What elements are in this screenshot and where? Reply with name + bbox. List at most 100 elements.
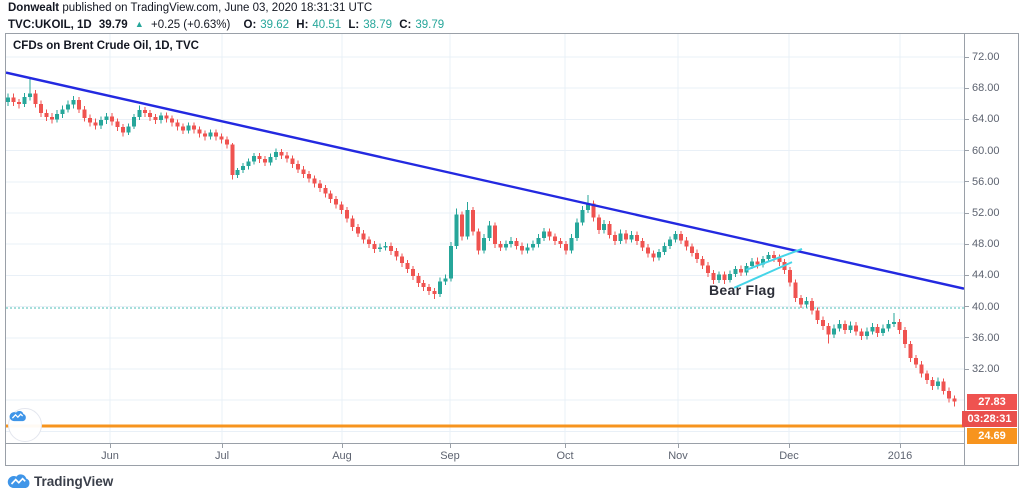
close-label: C: [399,19,412,31]
candle [323,188,328,194]
candle [941,381,946,391]
plot-svg [6,34,964,443]
last-price-badge: 27.83 [967,393,1017,410]
candle [673,234,678,240]
candle [553,236,557,242]
candle [27,93,32,97]
candle [268,156,273,163]
footer: TradingView [0,466,1024,497]
close-value: 39.79 [415,19,445,31]
candle [6,97,10,103]
candle [290,158,295,164]
candle [602,223,607,231]
candle [465,209,470,237]
price-tick-label: 44.00 [965,268,1018,282]
candle [771,255,776,259]
candle [246,161,251,167]
candle [804,301,809,305]
price-chart[interactable]: CFDs on Brent Crude Oil, 1D, TVC Bear Fl… [6,34,964,443]
low-value: 38.79 [363,19,393,31]
candle [503,244,508,248]
candle [394,251,399,257]
time-tick-mark [110,444,111,448]
candle [580,209,585,223]
candle [563,244,568,251]
up-arrow-icon: ▲ [134,19,144,29]
candle [279,152,284,156]
time-axis-label: Jul [214,450,230,462]
candle [700,259,705,266]
open-value: 39.62 [260,19,290,31]
tradingview-brand[interactable]: TradingView [34,474,114,489]
candle [547,231,552,237]
candle [241,166,246,171]
candle [159,115,164,121]
candle [219,136,224,140]
time-axis[interactable]: Jun Jul Aug Sep Oct Nov Dec 2016 [6,443,1018,465]
candle [574,222,579,238]
candle [252,156,257,162]
candle [897,322,902,330]
candle [777,258,782,263]
candle [153,117,158,121]
alert-price-badge: 24.69 [967,428,1017,445]
tradingview-logo-icon [9,410,26,422]
low-label: L: [348,19,360,31]
candle [476,231,481,251]
candle [859,331,864,337]
candle [662,245,667,252]
tradingview-logo-icon[interactable] [7,472,31,494]
candle [181,126,186,131]
candle [334,198,339,205]
time-axis-label: Nov [668,450,688,462]
symbol-line: TVC:UKOIL, 1D 39.79 ▲ +0.25 (+0.63%) O: 3… [8,17,448,33]
publish-header: Donwealt published on TradingView.com, J… [8,1,448,33]
publish-line: Donwealt published on TradingView.com, J… [8,1,448,16]
candle [695,252,700,260]
candle [301,169,306,174]
candle [175,122,180,127]
candle [930,379,935,387]
candle [82,109,87,118]
candle [295,163,300,170]
candle [788,269,793,283]
candle [137,110,142,118]
bear-flag-annotation[interactable]: Bear Flag [709,282,776,298]
candle [49,117,54,120]
candle [656,252,661,258]
candle [542,231,547,238]
candle [367,239,372,245]
candle [733,269,738,274]
candle [191,125,196,130]
time-axis-label: Aug [332,450,352,462]
candle [722,274,727,281]
candle [131,117,136,127]
candle [284,155,289,159]
candle [826,326,831,335]
candle [908,344,913,359]
candle [257,156,262,160]
price-tick-label: 48.00 [965,237,1018,251]
candle [645,247,650,254]
open-label: O: [243,19,257,31]
candle [388,245,393,252]
high-value: 40.51 [312,19,342,31]
time-tick-mark [450,444,451,448]
candle [470,209,475,232]
price-axis[interactable]: 27.83 03:28:31 24.69 72.00 68.00 64.00 60.0… [962,34,1018,465]
candle [208,132,213,137]
candle [640,241,645,248]
chart-frame: CFDs on Brent Crude Oil, 1D, TVC Bear Fl… [5,33,1019,466]
published-text: published on TradingView.com, June 03, 2… [62,2,373,14]
candle [66,104,71,110]
candle [312,178,317,184]
candle [186,125,191,131]
candle [339,204,344,210]
time-tick-mark [342,444,343,448]
candle [361,233,366,240]
time-axis-label: Oct [556,450,574,462]
price-tick-label: 68.00 [965,81,1018,95]
candle [509,241,514,245]
candle [71,99,76,105]
candle [109,116,114,122]
